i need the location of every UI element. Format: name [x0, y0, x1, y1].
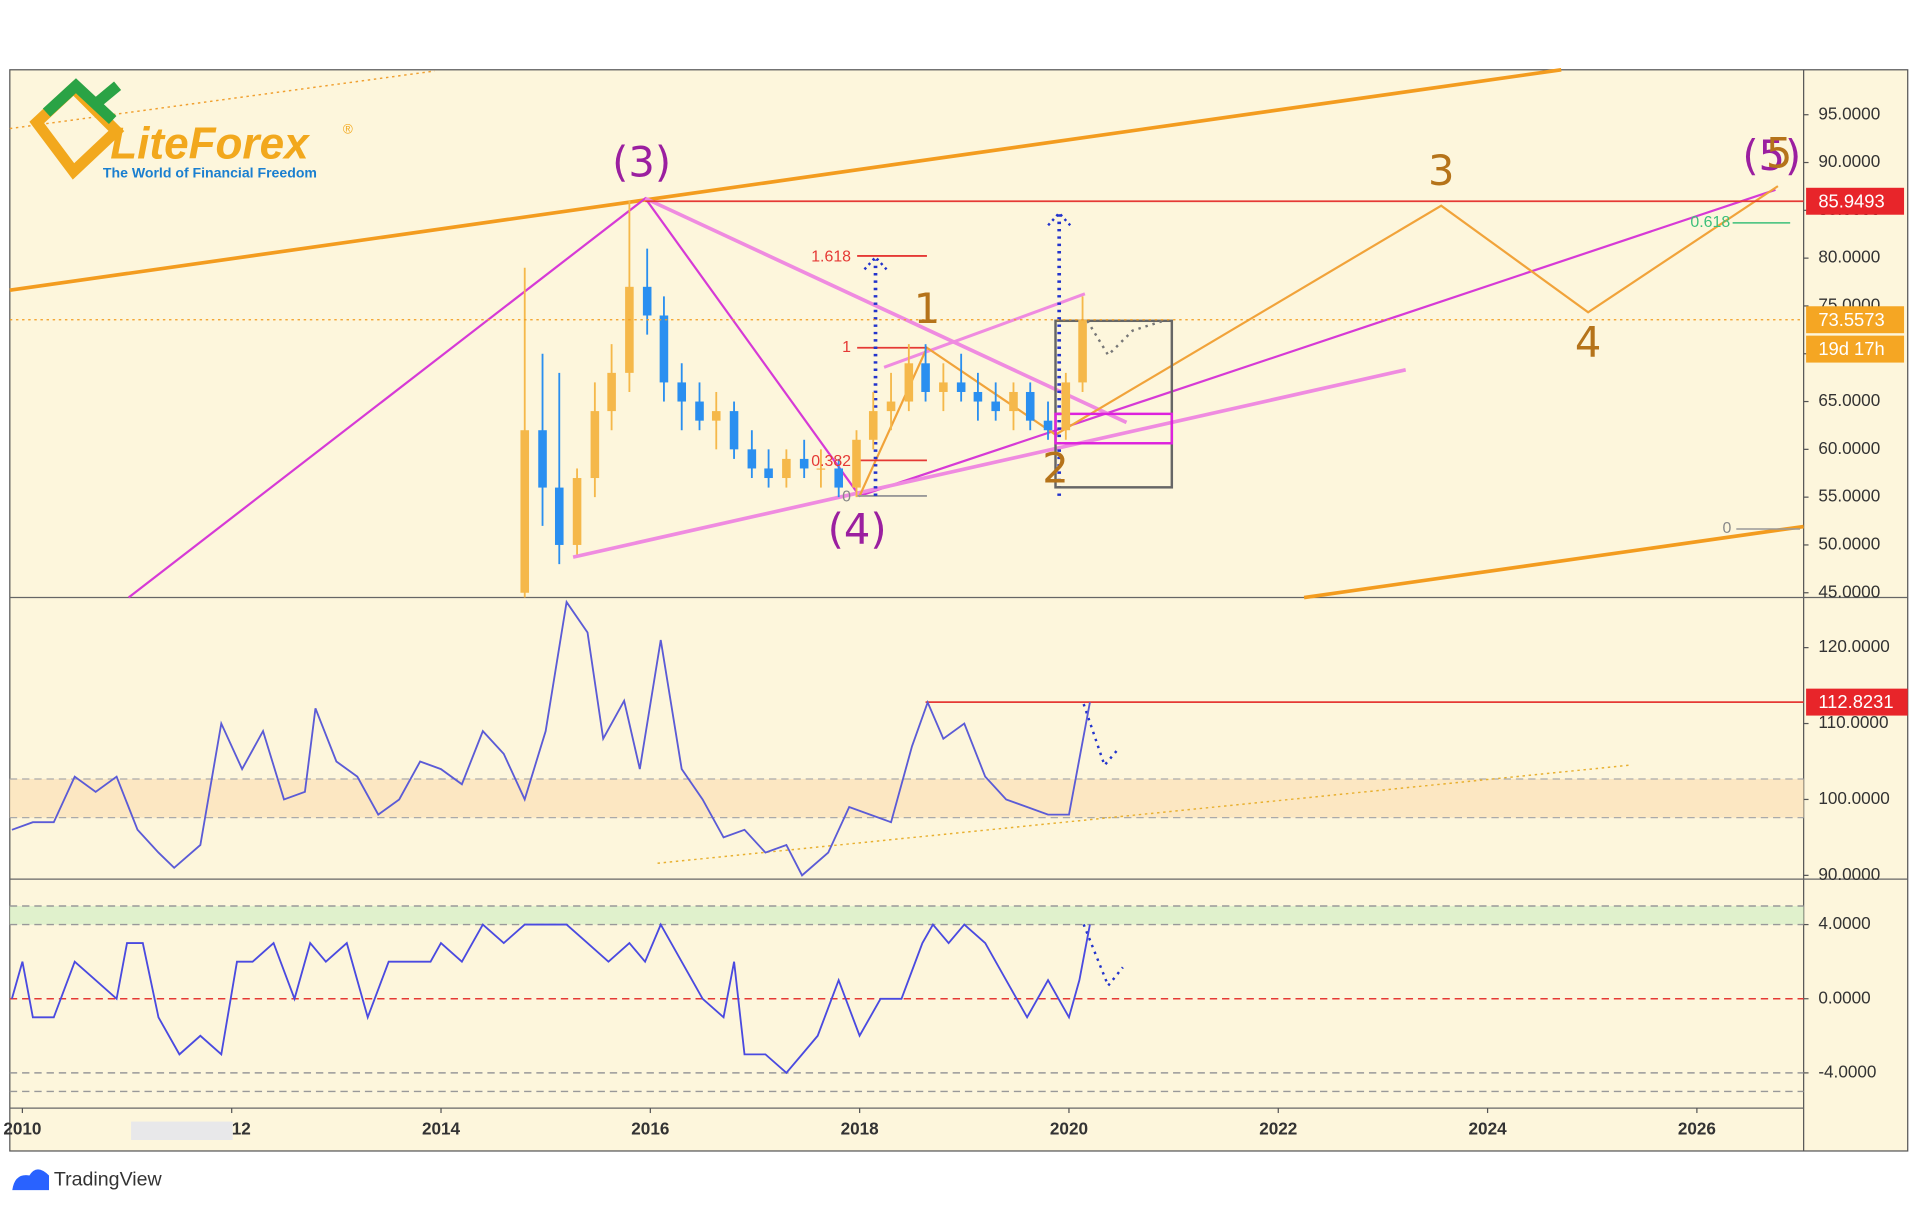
logo-text: LiteForex — [110, 120, 310, 169]
y-tick-label: 90.0000 — [1818, 864, 1880, 884]
candle-body — [1025, 391, 1035, 421]
fib-label: 0.618 — [1690, 214, 1730, 231]
wave-label: 5 — [1766, 129, 1792, 178]
level-tag-box — [1806, 688, 1908, 716]
y-tick-label: 100.0000 — [1818, 788, 1889, 808]
logo: LiteForex ® The World of Financial Freed… — [29, 78, 353, 181]
wave-label: 4 — [1575, 317, 1601, 366]
wave-label: (4) — [828, 505, 887, 554]
y-tick-label: 45.0000 — [1818, 581, 1880, 601]
fib-label: 0.382 — [811, 453, 851, 470]
y-tick-label: 80.0000 — [1818, 247, 1880, 267]
band — [9, 778, 1804, 818]
x-tick-label: 2018 — [841, 1119, 879, 1139]
candle-body — [1078, 319, 1087, 383]
y-tick-label: 110.0000 — [1818, 712, 1888, 732]
wave-label: 1 — [914, 284, 940, 333]
y-tick-label: 120.0000 — [1818, 636, 1889, 656]
candle-body — [677, 382, 687, 402]
candle-body — [520, 430, 530, 593]
candle-body — [816, 468, 826, 470]
candle-body — [711, 411, 721, 421]
candle-body — [1043, 420, 1053, 431]
fib-label: 1 — [842, 339, 851, 356]
y-tick-label: 95.0000 — [1818, 103, 1880, 123]
fib-label: 0 — [842, 488, 851, 505]
price-tag-box — [1806, 306, 1905, 334]
candle-body — [868, 411, 878, 440]
price-tag: 73.5573 — [1818, 309, 1884, 330]
y-tick-label: 65.0000 — [1818, 390, 1880, 410]
indicator-line — [11, 599, 1091, 877]
candle-body — [904, 363, 914, 402]
candle-body — [695, 401, 704, 421]
candle-body — [538, 430, 547, 488]
bands — [9, 778, 1804, 1093]
wave-label: 2 — [1042, 443, 1068, 492]
candle-body — [799, 458, 809, 469]
fib-label: 1.618 — [811, 248, 851, 265]
candle-body — [1061, 382, 1071, 431]
candle-body — [991, 401, 1000, 412]
candle-body — [1009, 391, 1018, 412]
candle-body — [834, 468, 843, 488]
band — [9, 906, 1804, 925]
candle-body — [554, 487, 564, 545]
candle-body — [747, 449, 757, 469]
y-tick-label: 50.0000 — [1818, 533, 1880, 553]
x-tick-label: 2010 — [3, 1119, 41, 1139]
candle-body — [921, 363, 930, 392]
candle-body — [973, 391, 983, 402]
y-tick-label: -4.0000 — [1818, 1061, 1876, 1081]
pane — [11, 599, 1091, 877]
candle-body — [852, 439, 861, 488]
y-tick-label: 60.0000 — [1818, 438, 1880, 458]
platform-logo: TradingView — [12, 1169, 163, 1191]
resistance-tag-box — [1806, 187, 1905, 215]
candle-body — [590, 411, 600, 479]
wave-label: (5) — [1742, 131, 1801, 180]
x-tick-label: 2020 — [1050, 1119, 1088, 1139]
logo-tagline: The World of Financial Freedom — [103, 165, 317, 181]
x-tick-label: 2022 — [1259, 1119, 1297, 1139]
resistance-tag: 85.9493 — [1818, 190, 1884, 211]
candle-body — [572, 478, 582, 545]
x-tick-label: 2016 — [631, 1119, 669, 1139]
chart-frame — [9, 69, 1909, 1152]
candle-body — [764, 468, 773, 479]
pane — [9, 200, 1804, 598]
platform-name: TradingView — [54, 1169, 163, 1191]
candle-body — [782, 458, 791, 479]
fib-label: 0 — [1723, 520, 1732, 537]
candle-body — [607, 372, 616, 412]
candle-body — [956, 382, 966, 392]
x-tick-label: 2026 — [1678, 1119, 1716, 1139]
candle-body — [642, 286, 652, 316]
indicator-line — [11, 922, 1091, 1075]
y-tick-label: 55.0000 — [1818, 486, 1880, 506]
wave-label: (3) — [612, 137, 671, 186]
y-tick-label: 4.0000 — [1818, 913, 1870, 933]
candle-body — [625, 286, 634, 373]
countdown: 19d 17h — [1818, 338, 1884, 359]
redaction — [131, 1121, 233, 1140]
annotations: 45.000050.000055.000060.000065.000070.00… — [3, 103, 1908, 1139]
countdown-box — [1806, 335, 1905, 363]
series — [9, 200, 1804, 1075]
x-tick-label: 2014 — [422, 1119, 461, 1139]
candle-body — [659, 315, 669, 383]
x-tick-label: 2024 — [1469, 1119, 1508, 1139]
level-tag: 112.8231 — [1818, 691, 1893, 712]
logo-mark: ® — [343, 121, 353, 136]
candle-body — [729, 411, 739, 450]
pane — [11, 922, 1091, 1075]
candle-body — [939, 382, 948, 392]
wave-label: 3 — [1428, 146, 1454, 195]
candle-body — [886, 401, 896, 412]
y-tick-label: 90.0000 — [1818, 151, 1880, 171]
y-tick-label: 0.0000 — [1818, 987, 1870, 1007]
